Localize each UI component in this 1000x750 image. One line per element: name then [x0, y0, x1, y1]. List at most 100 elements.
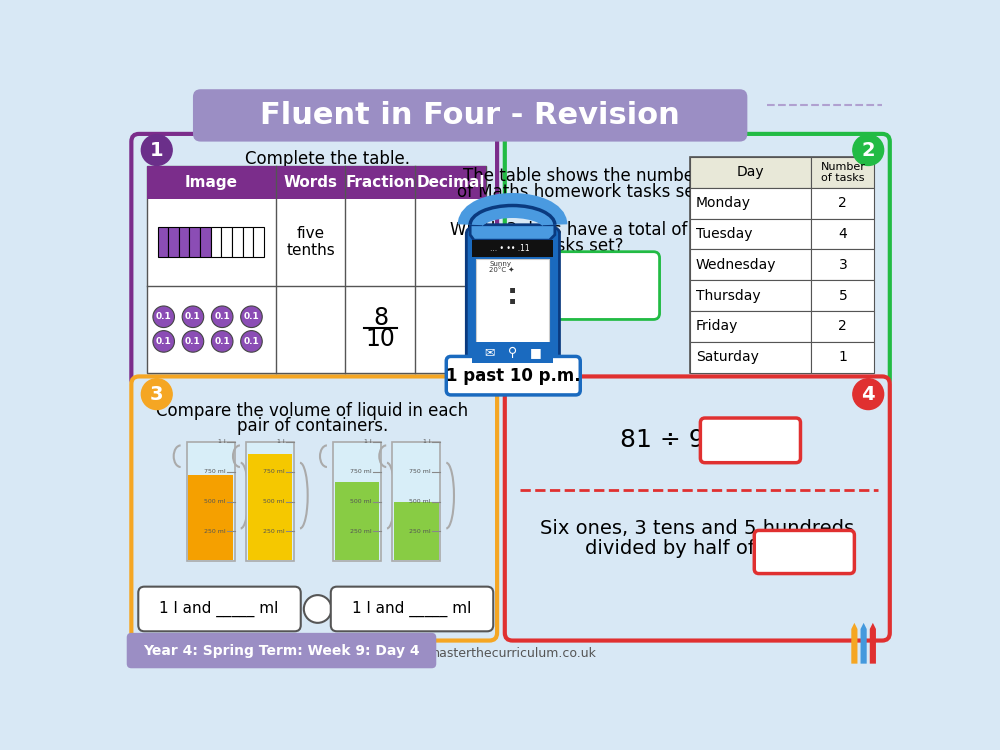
- Circle shape: [304, 595, 332, 622]
- Circle shape: [853, 135, 884, 166]
- Text: 81 ÷ 9 =: 81 ÷ 9 =: [620, 428, 734, 452]
- FancyBboxPatch shape: [505, 134, 890, 386]
- Bar: [147, 166, 486, 373]
- Bar: [394, 502, 439, 560]
- Text: 500 ml: 500 ml: [409, 499, 431, 504]
- Text: of Maths homework tasks set.: of Maths homework tasks set.: [457, 183, 706, 201]
- FancyBboxPatch shape: [466, 228, 559, 370]
- Text: 1 l and _____ ml: 1 l and _____ ml: [159, 601, 279, 617]
- Bar: [472, 240, 553, 257]
- Bar: [189, 227, 200, 256]
- Text: 750 ml: 750 ml: [409, 470, 431, 474]
- FancyBboxPatch shape: [446, 356, 580, 395]
- Text: 1 past 10 p.m.: 1 past 10 p.m.: [446, 367, 581, 385]
- Bar: [811, 157, 874, 188]
- Bar: [187, 442, 235, 561]
- Text: 0.1: 0.1: [214, 312, 230, 321]
- Text: ✉: ✉: [484, 346, 495, 359]
- Bar: [333, 442, 381, 561]
- Bar: [690, 250, 811, 280]
- Text: Number
of tasks: Number of tasks: [820, 161, 865, 183]
- Text: 250 ml: 250 ml: [409, 529, 431, 534]
- Text: Day: Day: [737, 166, 764, 179]
- Text: 0.1: 0.1: [244, 312, 259, 321]
- Text: 2: 2: [838, 320, 847, 334]
- Text: 8: 8: [373, 306, 388, 330]
- Bar: [147, 166, 486, 199]
- FancyBboxPatch shape: [131, 134, 497, 386]
- Text: 5: 5: [838, 289, 847, 302]
- Text: divided by half of 16 =: divided by half of 16 =: [585, 538, 809, 558]
- Circle shape: [211, 306, 233, 328]
- Bar: [690, 157, 874, 373]
- Text: 750 ml: 750 ml: [204, 470, 225, 474]
- Text: Monday: Monday: [696, 196, 751, 210]
- Bar: [188, 476, 233, 560]
- Bar: [811, 280, 874, 311]
- Text: The table shows the number: The table shows the number: [463, 167, 701, 185]
- Circle shape: [211, 331, 233, 352]
- Circle shape: [141, 135, 172, 166]
- Bar: [472, 342, 553, 363]
- Text: Six ones, 3 tens and 5 hundreds: Six ones, 3 tens and 5 hundreds: [540, 520, 854, 538]
- Text: Sunny
20°C ✦: Sunny 20°C ✦: [489, 260, 515, 274]
- Text: 3: 3: [838, 258, 847, 272]
- Bar: [690, 342, 811, 373]
- Circle shape: [241, 306, 262, 328]
- Text: 500 ml: 500 ml: [204, 499, 225, 504]
- Text: Words: Words: [284, 175, 338, 190]
- Text: five
tenths: five tenths: [286, 226, 335, 258]
- Text: 0.1: 0.1: [214, 337, 230, 346]
- Text: 0.1: 0.1: [185, 337, 201, 346]
- Circle shape: [182, 331, 204, 352]
- Circle shape: [141, 379, 172, 410]
- Text: 0.1: 0.1: [156, 312, 172, 321]
- FancyBboxPatch shape: [331, 586, 493, 632]
- Text: 250 ml: 250 ml: [263, 529, 285, 534]
- FancyBboxPatch shape: [131, 376, 497, 640]
- Text: 1 l: 1 l: [364, 440, 372, 445]
- Bar: [690, 218, 811, 250]
- Text: Complete the table.: Complete the table.: [245, 150, 410, 168]
- Bar: [221, 227, 232, 256]
- Text: 1 l and _____ ml: 1 l and _____ ml: [352, 601, 471, 617]
- Circle shape: [153, 306, 174, 328]
- Bar: [811, 311, 874, 342]
- Bar: [246, 442, 294, 561]
- Text: Wednesday: Wednesday: [696, 258, 776, 272]
- Text: 4: 4: [838, 227, 847, 241]
- Bar: [690, 280, 811, 311]
- Bar: [690, 311, 811, 342]
- FancyBboxPatch shape: [505, 376, 890, 640]
- Text: 500 ml: 500 ml: [350, 499, 372, 504]
- Text: 3: 3: [150, 385, 164, 404]
- Text: pair of containers.: pair of containers.: [237, 418, 388, 436]
- Text: 1 l: 1 l: [423, 440, 431, 445]
- Bar: [690, 188, 811, 218]
- Text: 0.1: 0.1: [244, 337, 259, 346]
- Polygon shape: [870, 622, 876, 664]
- Text: 1 l: 1 l: [277, 440, 285, 445]
- Text: 250 ml: 250 ml: [350, 529, 372, 534]
- Bar: [811, 218, 874, 250]
- Circle shape: [153, 331, 174, 352]
- Text: Fluent in Four - Revision: Fluent in Four - Revision: [260, 101, 680, 130]
- Bar: [179, 227, 189, 256]
- Text: Friday: Friday: [696, 320, 738, 334]
- Text: Decimal: Decimal: [416, 175, 485, 190]
- Text: 250 ml: 250 ml: [204, 529, 225, 534]
- Text: 2: 2: [838, 196, 847, 210]
- Bar: [248, 454, 292, 560]
- Text: 4: 4: [861, 385, 875, 404]
- Text: Which 3 days have a total of 12: Which 3 days have a total of 12: [450, 221, 714, 239]
- Bar: [335, 482, 379, 560]
- Bar: [243, 227, 253, 256]
- FancyBboxPatch shape: [138, 586, 301, 632]
- Text: 750 ml: 750 ml: [350, 470, 372, 474]
- Text: ... • •• .11: ... • •• .11: [490, 244, 529, 253]
- FancyBboxPatch shape: [700, 418, 800, 463]
- Text: 500 ml: 500 ml: [263, 499, 285, 504]
- Text: 0.1: 0.1: [185, 312, 201, 321]
- Text: 2: 2: [861, 140, 875, 160]
- Bar: [232, 227, 243, 256]
